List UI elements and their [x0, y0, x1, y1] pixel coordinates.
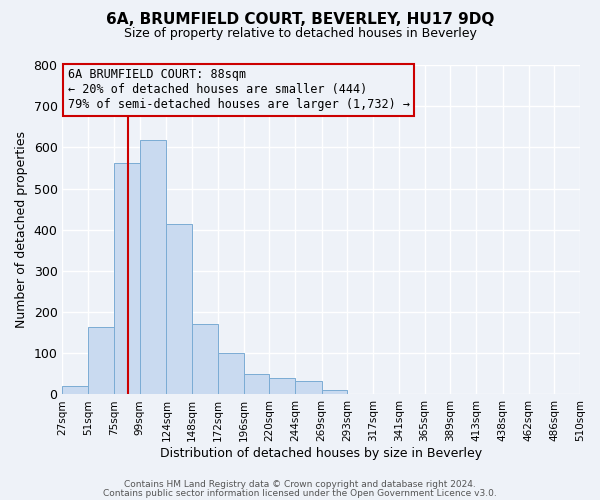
Bar: [218, 354, 244, 395]
Text: Size of property relative to detached houses in Beverley: Size of property relative to detached ho…: [124, 28, 476, 40]
Bar: [140, 140, 166, 394]
Text: 6A BRUMFIELD COURT: 88sqm
← 20% of detached houses are smaller (444)
79% of semi: 6A BRUMFIELD COURT: 88sqm ← 20% of detac…: [68, 68, 410, 112]
Bar: [244, 374, 269, 394]
Bar: [580, 391, 600, 394]
Bar: [114, 163, 140, 394]
Text: Contains public sector information licensed under the Open Government Licence v3: Contains public sector information licen…: [103, 488, 497, 498]
Bar: [192, 324, 218, 394]
Bar: [322, 390, 347, 394]
Bar: [62, 386, 88, 394]
Y-axis label: Number of detached properties: Number of detached properties: [15, 131, 28, 328]
Bar: [269, 378, 295, 394]
Bar: [88, 326, 114, 394]
Text: 6A, BRUMFIELD COURT, BEVERLEY, HU17 9DQ: 6A, BRUMFIELD COURT, BEVERLEY, HU17 9DQ: [106, 12, 494, 28]
Text: Contains HM Land Registry data © Crown copyright and database right 2024.: Contains HM Land Registry data © Crown c…: [124, 480, 476, 489]
Bar: [295, 381, 322, 394]
Bar: [166, 224, 192, 394]
X-axis label: Distribution of detached houses by size in Beverley: Distribution of detached houses by size …: [160, 447, 482, 460]
